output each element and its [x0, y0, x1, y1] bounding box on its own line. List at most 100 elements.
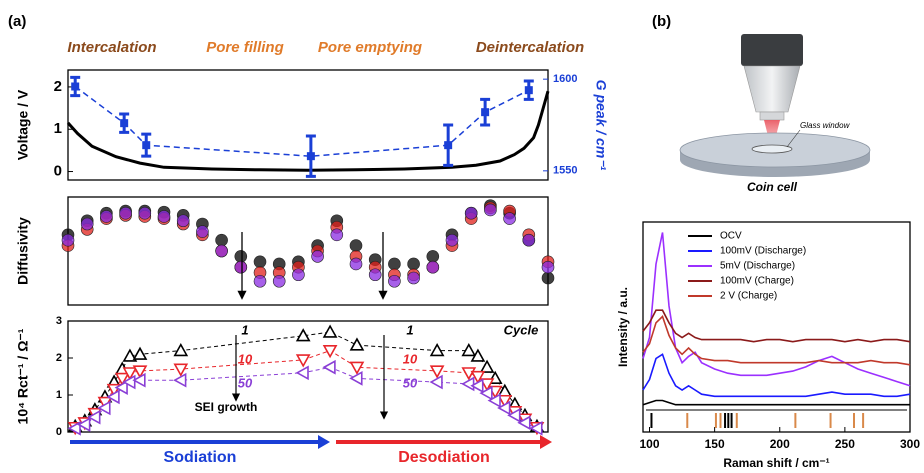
- marker: [444, 141, 453, 150]
- y2-tick-label: 1550: [553, 165, 577, 177]
- y-tick-label: 0: [54, 163, 62, 180]
- x-tick-label: 100: [639, 437, 659, 451]
- legend-label: 5mV (Discharge): [720, 261, 795, 272]
- diffusivity-point: [349, 239, 363, 252]
- marker: [429, 374, 443, 390]
- marker: [349, 370, 363, 386]
- diffusivity-point: [426, 250, 440, 263]
- diffusivity-point: [215, 244, 228, 258]
- objective-cone: [743, 65, 801, 113]
- diffusivity-point: [368, 268, 382, 282]
- x-tick-label: 300: [900, 437, 920, 451]
- raman-setup-diagram: Glass window Coin cell (b): [652, 13, 871, 194]
- phase-label: Pore filling: [206, 39, 284, 56]
- marker: [132, 365, 148, 379]
- glass-window: [751, 144, 793, 154]
- marker: [470, 370, 486, 385]
- phase-label: Pore emptying: [318, 39, 422, 56]
- annotation: 50: [238, 375, 253, 390]
- diffusivity-point: [388, 274, 401, 288]
- marker: [173, 363, 189, 377]
- marker: [122, 348, 138, 362]
- y-tick-label: 2: [54, 78, 62, 95]
- diffusivity-point: [330, 228, 344, 242]
- marker: [114, 372, 130, 386]
- marker: [349, 361, 365, 375]
- x-tick-label: 200: [770, 437, 790, 451]
- marker: [295, 328, 311, 342]
- marker: [173, 372, 187, 388]
- y-axis-label: Intensity / a.u.: [616, 287, 630, 367]
- y-tick-label: 3: [56, 315, 62, 327]
- diffusivity-point: [234, 250, 248, 263]
- y-axis-label: Voltage / V: [15, 89, 31, 160]
- diffusivity-point: [522, 233, 536, 247]
- marker: [487, 393, 501, 408]
- diffusivity-point: [349, 257, 363, 271]
- marker: [481, 108, 490, 117]
- marker: [461, 376, 475, 392]
- marker: [507, 407, 521, 423]
- plot-frame: [67, 320, 549, 433]
- marker: [461, 342, 477, 357]
- marker: [132, 346, 148, 360]
- legend-label: 100mV (Discharge): [720, 246, 806, 257]
- marker: [497, 394, 513, 409]
- legend-label: OCV: [720, 231, 742, 242]
- marker: [429, 342, 445, 357]
- marker: [479, 359, 495, 373]
- diffusivity-point: [541, 260, 555, 274]
- annotation: 1: [406, 322, 413, 337]
- diffusivity-point: [196, 225, 209, 238]
- diffusivity-point: [464, 206, 478, 220]
- marker: [114, 380, 128, 395]
- marker: [120, 119, 129, 128]
- marker: [306, 152, 315, 161]
- marker: [106, 389, 120, 405]
- diffusivity-point: [541, 271, 555, 285]
- marker: [142, 141, 151, 150]
- spectrum-line: [642, 232, 911, 387]
- marker: [517, 415, 531, 431]
- diffusivity-point: [311, 250, 324, 263]
- annotation: 10: [403, 351, 418, 366]
- process-label: Desodiation: [398, 449, 490, 466]
- marker: [322, 359, 336, 375]
- marker: [122, 367, 138, 381]
- marker: [173, 342, 189, 357]
- marker: [295, 365, 309, 381]
- objective-body: [741, 34, 803, 66]
- process-arrowhead: [318, 435, 330, 449]
- y-tick-label: 0: [56, 426, 62, 438]
- panel-label: (a): [8, 13, 26, 30]
- phase-label: Intercalation: [67, 39, 156, 56]
- marker: [132, 372, 146, 388]
- y-axis-label: Diffusivity: [15, 217, 31, 285]
- y2-axis-label: G peak / cm⁻¹: [593, 80, 609, 171]
- window-pointer: [786, 129, 801, 148]
- y-axis-label: 10⁴ Rct⁻¹ / Ω⁻¹: [15, 328, 31, 424]
- marker: [479, 385, 493, 401]
- diffusivity-point: [253, 274, 267, 288]
- marker: [97, 400, 111, 416]
- diffusivity-point: [388, 257, 401, 271]
- diffusivity-point: [272, 274, 286, 288]
- annotation: Cycle: [504, 322, 539, 337]
- annotation: 10: [238, 351, 253, 366]
- diffusivity-point: [80, 217, 94, 231]
- diffusivity-point: [138, 206, 152, 220]
- marker: [87, 409, 101, 425]
- diffusivity-point: [407, 271, 420, 285]
- process-arrowhead: [540, 435, 552, 449]
- marker: [470, 348, 486, 362]
- legend-label: 2 V (Charge): [720, 291, 777, 302]
- marker: [497, 400, 511, 416]
- diffusivity-point: [119, 206, 132, 220]
- spectrum-line: [642, 399, 910, 406]
- x-tick-label: 150: [705, 437, 725, 451]
- diffusivity-point: [100, 210, 113, 223]
- annotation: 50: [403, 375, 418, 390]
- marker: [529, 420, 543, 436]
- marker: [71, 82, 80, 91]
- diffusivity-point: [426, 260, 440, 274]
